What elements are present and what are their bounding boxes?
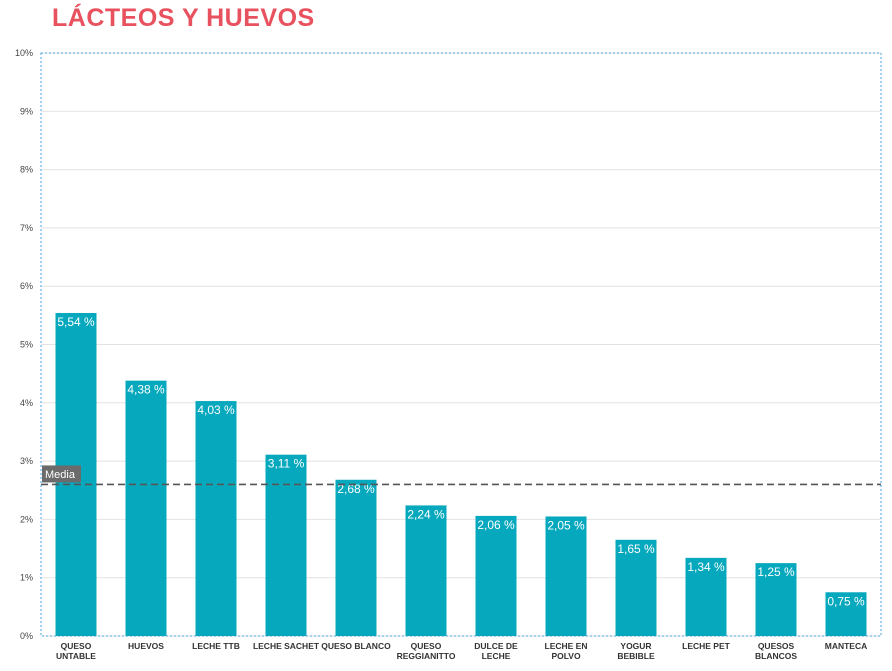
bar — [545, 516, 587, 636]
y-tick-label: 8% — [20, 165, 33, 175]
y-tick-label: 5% — [20, 340, 33, 350]
x-category-label: REGGIANITTO — [397, 651, 456, 661]
y-tick-label: 9% — [20, 106, 33, 116]
x-category-label: DULCE DE — [474, 641, 518, 651]
y-tick-label: 0% — [20, 631, 33, 641]
plot-frame — [40, 52, 882, 637]
bar-value-label: 2,06 % — [477, 518, 515, 532]
x-category-label: QUESO — [411, 641, 442, 651]
bar — [265, 454, 307, 636]
bar-value-label: 4,03 % — [197, 403, 235, 417]
x-category-label: LECHE TTB — [192, 641, 240, 651]
bar — [755, 563, 797, 636]
x-category-label: MANTECA — [825, 641, 868, 651]
bar — [615, 539, 657, 636]
y-tick-label: 10% — [15, 48, 33, 58]
y-tick-label: 6% — [20, 281, 33, 291]
bar — [475, 515, 517, 636]
x-category-label: UNTABLE — [56, 651, 96, 661]
bar-value-label: 3,11 % — [268, 457, 305, 471]
bar-value-label: 2,68 % — [337, 482, 375, 496]
x-category-label: BEBIBLE — [617, 651, 655, 661]
bar-value-label: 2,05 % — [547, 518, 585, 532]
x-category-label: QUESO BLANCO — [321, 641, 391, 651]
bar — [685, 557, 727, 636]
bar-value-label: 1,34 % — [687, 560, 725, 574]
bar — [405, 505, 447, 636]
bar — [825, 592, 867, 636]
x-category-label: LECHE EN — [545, 641, 588, 651]
x-category-label: BLANCOS — [755, 651, 797, 661]
y-tick-label: 1% — [20, 573, 33, 583]
y-tick-label: 2% — [20, 514, 33, 524]
bar — [335, 479, 377, 636]
x-category-label: POLVO — [551, 651, 581, 661]
bar — [125, 380, 167, 636]
bar-value-label: 1,65 % — [617, 542, 655, 556]
y-tick-label: 7% — [20, 223, 33, 233]
x-category-label: LECHE — [482, 651, 511, 661]
y-tick-label: 3% — [20, 456, 33, 466]
y-tick-label: 4% — [20, 398, 33, 408]
bar-value-label: 0,75 % — [827, 594, 865, 608]
mean-badge — [42, 465, 81, 483]
bar-value-label: 4,38 % — [127, 383, 165, 397]
x-category-label: QUESO — [61, 641, 92, 651]
x-category-label: LECHE SACHET — [253, 641, 320, 651]
chart-title: LÁCTEOS Y HUEVOS — [52, 4, 315, 32]
x-category-label: YOGUR — [620, 641, 651, 651]
x-category-label: LECHE PET — [682, 641, 731, 651]
mean-label: Media — [45, 469, 76, 481]
bar-value-label: 1,25 % — [757, 565, 795, 579]
bar-value-label: 5,54 % — [57, 315, 95, 329]
x-category-label: QUESOS — [758, 641, 795, 651]
bar — [195, 401, 237, 636]
bar-value-label: 2,24 % — [407, 507, 445, 521]
x-category-label: HUEVOS — [128, 641, 164, 651]
